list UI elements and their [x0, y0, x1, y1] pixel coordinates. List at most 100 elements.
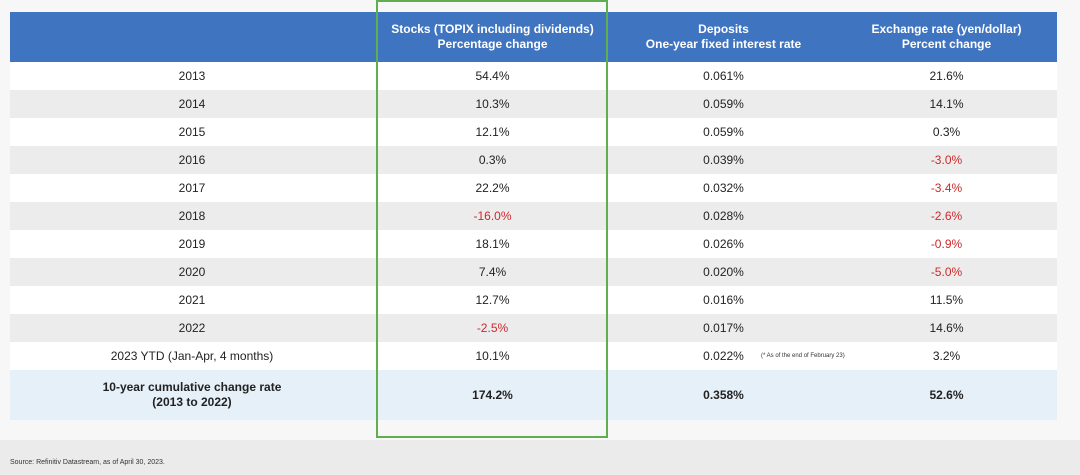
exchange-cell-value: -0.9% — [930, 237, 963, 251]
deposits-cell: 0.020% — [611, 258, 836, 286]
stocks-cell: 54.4% — [374, 62, 611, 90]
deposits-cell: 0.061% — [611, 62, 836, 90]
deposits-cell: 0.022% (* As of the end of February 23) — [611, 342, 845, 370]
table-row: 2015 12.1% 0.059% 0.3% — [10, 118, 1057, 146]
exchange-cell-value: -2.6% — [930, 209, 963, 223]
deposits-cell: 0.032% — [611, 174, 836, 202]
year-cell: 2022 — [10, 314, 374, 342]
stocks-cell-value: -16.0% — [473, 209, 512, 223]
source-note: Source: Refinitiv Datastream, as of Apri… — [10, 459, 165, 466]
deposits-cell: 0.059% — [611, 118, 836, 146]
deposits-cell-value: 0.022% — [703, 349, 744, 363]
stocks-cell: 0.3% — [374, 146, 611, 174]
exchange-cell: 0.3% — [836, 118, 1057, 146]
stocks-cell-value: 18.1% — [475, 237, 510, 251]
exchange-cell: -3.4% — [836, 174, 1057, 202]
returns-table: Stocks (TOPIX including dividends) Perce… — [10, 12, 1057, 420]
deposits-cell-value: 0.020% — [703, 265, 744, 279]
deposits-cell-value: 0.028% — [703, 209, 744, 223]
deposits-cell-value: 0.017% — [703, 321, 744, 335]
year-cell-value: 2014 — [178, 97, 206, 111]
stocks-cell-value: 54.4% — [475, 69, 510, 83]
exchange-cell-value: 0.3% — [932, 125, 961, 139]
exchange-cell: -2.6% — [836, 202, 1057, 230]
exchange-cell-value: 14.1% — [929, 97, 964, 111]
table-body: 2013 54.4% 0.061% 21.6% 2014 10.3% 0.059% 14.1%… — [10, 62, 1057, 420]
header-row: Stocks (TOPIX including dividends) Perce… — [10, 12, 1057, 62]
table-row: 2014 10.3% 0.059% 14.1% — [10, 90, 1057, 118]
year-cell: 2016 — [10, 146, 374, 174]
stocks-cell: 10.1% — [374, 342, 611, 370]
stocks-cell: 22.2% — [374, 174, 611, 202]
total-stocks-cell: 174.2% — [374, 370, 611, 420]
deposits-cell: 0.026% — [611, 230, 836, 258]
stocks-cell-value: 12.1% — [475, 125, 510, 139]
stocks-cell-value: 12.7% — [475, 293, 510, 307]
exchange-cell: -3.0% — [836, 146, 1057, 174]
table-panel: Stocks (TOPIX including dividends) Perce… — [0, 0, 1080, 440]
stocks-cell: 18.1% — [374, 230, 611, 258]
table-row: 2019 18.1% 0.026% -0.9% — [10, 230, 1057, 258]
exchange-cell-value: -5.0% — [930, 265, 963, 279]
deposits-cell-value: 0.016% — [703, 293, 744, 307]
exchange-cell: 21.6% — [836, 62, 1057, 90]
stocks-cell: 10.3% — [374, 90, 611, 118]
header-exchange: Exchange rate (yen/dollar) Percent chang… — [836, 12, 1057, 62]
deposits-cell-value: 0.059% — [703, 97, 744, 111]
deposits-cell: 0.059% — [611, 90, 836, 118]
table-row: 2020 7.4% 0.020% -5.0% — [10, 258, 1057, 286]
total-deposits-cell: 0.358% — [611, 370, 836, 420]
deposits-cell-value: 0.032% — [703, 181, 744, 195]
total-label-line: (2013 to 2022) — [152, 395, 232, 409]
table-row: 2013 54.4% 0.061% 21.6% — [10, 62, 1057, 90]
year-cell-value: 2016 — [178, 153, 206, 167]
year-cell-value: 2019 — [178, 237, 206, 251]
table-row: 2017 22.2% 0.032% -3.4% — [10, 174, 1057, 202]
deposits-cell-value: 0.061% — [703, 69, 744, 83]
exchange-cell-value: 11.5% — [929, 293, 964, 307]
exchange-cell: -0.9% — [836, 230, 1057, 258]
table-row: 2021 12.7% 0.016% 11.5% — [10, 286, 1057, 314]
table-row: 2023 YTD (Jan-Apr, 4 months) 10.1% 0.022% (… — [10, 342, 1057, 370]
exchange-cell: 3.2% — [836, 342, 1057, 370]
exchange-cell-value: 3.2% — [932, 349, 961, 363]
year-cell-value: 2015 — [178, 125, 206, 139]
year-cell: 2021 — [10, 286, 374, 314]
header-exchange-line2: Percent change — [901, 37, 992, 51]
header-stocks: Stocks (TOPIX including dividends) Perce… — [374, 12, 611, 62]
year-cell: 2013 — [10, 62, 374, 90]
exchange-cell-value: 14.6% — [929, 321, 964, 335]
exchange-cell: 11.5% — [836, 286, 1057, 314]
header-deposits: Deposits One-year fixed interest rate — [611, 12, 836, 62]
year-cell: 2015 — [10, 118, 374, 146]
year-cell: 2014 — [10, 90, 374, 118]
year-cell-value: 2023 YTD (Jan-Apr, 4 months) — [110, 349, 274, 363]
table-row: 2016 0.3% 0.039% -3.0% — [10, 146, 1057, 174]
year-cell-value: 2013 — [178, 69, 206, 83]
year-cell: 2023 YTD (Jan-Apr, 4 months) — [10, 342, 374, 370]
table-row: 2018 -16.0% 0.028% -2.6% — [10, 202, 1057, 230]
header-stocks-line1: Stocks (TOPIX including dividends) — [391, 22, 594, 36]
header-year — [10, 12, 374, 62]
exchange-cell-value: -3.4% — [930, 181, 963, 195]
stocks-cell-value: 7.4% — [478, 265, 507, 279]
year-cell: 2018 — [10, 202, 374, 230]
total-label-cell: 10-year cumulative change rate (2013 to 2… — [10, 370, 374, 420]
header-exchange-line1: Exchange rate (yen/dollar) — [871, 22, 1022, 36]
exchange-cell-value: -3.0% — [930, 153, 963, 167]
stocks-cell: 12.1% — [374, 118, 611, 146]
year-cell-value: 2021 — [178, 293, 206, 307]
exchange-cell: 14.1% — [836, 90, 1057, 118]
stocks-cell-value: -2.5% — [476, 321, 509, 335]
total-row: 10-year cumulative change rate (2013 to 2… — [10, 370, 1057, 420]
deposits-cell: 0.039% — [611, 146, 836, 174]
deposit-footnote: (* As of the end of February 23) — [761, 353, 845, 359]
stocks-cell-value: 10.1% — [475, 349, 510, 363]
stocks-cell: -2.5% — [374, 314, 611, 342]
stocks-cell-value: 22.2% — [475, 181, 510, 195]
deposits-cell: 0.017% — [611, 314, 836, 342]
exchange-cell: -5.0% — [836, 258, 1057, 286]
deposits-cell: 0.028% — [611, 202, 836, 230]
total-exchange-cell: 52.6% — [836, 370, 1057, 420]
header-deposits-line1: Deposits — [698, 22, 749, 36]
